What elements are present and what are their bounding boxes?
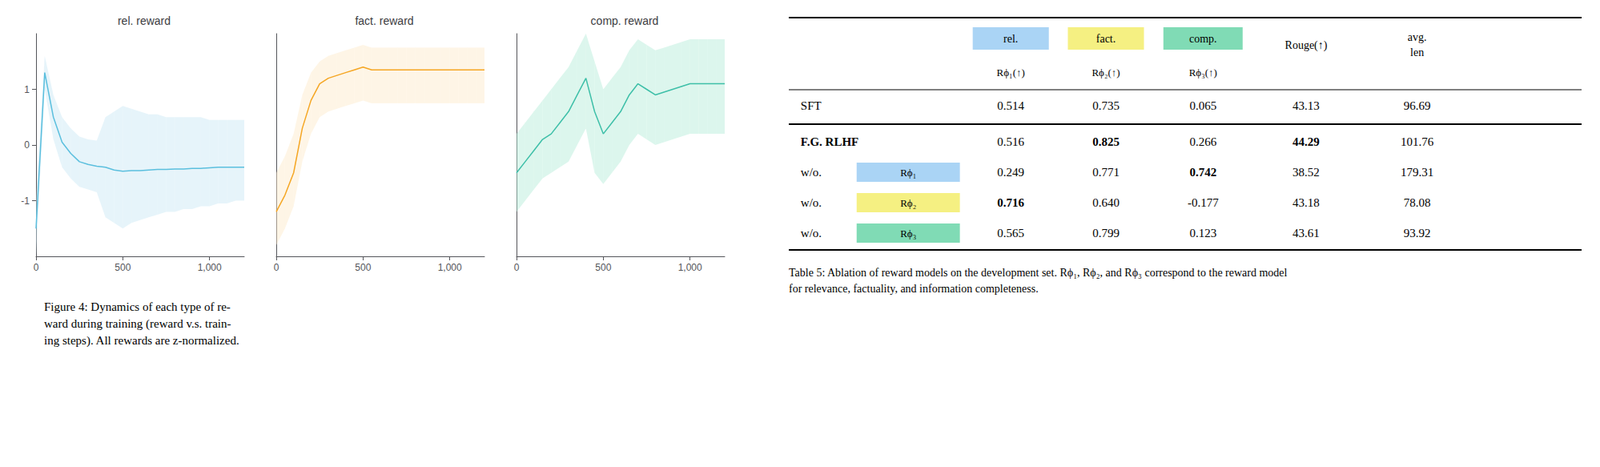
svg-text:fact. reward: fact. reward xyxy=(354,14,414,28)
svg-text:w/o.: w/o. xyxy=(800,226,822,240)
svg-text:0.735: 0.735 xyxy=(1092,99,1120,113)
svg-text:0: 0 xyxy=(24,139,30,151)
svg-text:Table 5: Ablation of reward mo: Table 5: Ablation of reward models on th… xyxy=(788,266,1288,279)
svg-text:ing steps). All rewards are z-: ing steps). All rewards are z-normalized… xyxy=(44,333,240,348)
svg-text:rel. reward: rel. reward xyxy=(117,14,171,28)
svg-text:comp.: comp. xyxy=(1189,32,1218,45)
svg-text:Rϕ₂: Rϕ₂ xyxy=(900,196,917,210)
svg-text:Rϕ₃(↑): Rϕ₃(↑) xyxy=(1189,66,1218,79)
svg-text:500: 500 xyxy=(354,261,371,274)
svg-text:179.31: 179.31 xyxy=(1400,165,1434,179)
svg-text:44.29: 44.29 xyxy=(1292,135,1320,149)
svg-text:1,000: 1,000 xyxy=(438,261,463,274)
svg-text:1,000: 1,000 xyxy=(678,261,703,274)
svg-text:500: 500 xyxy=(594,261,612,274)
svg-text:0.640: 0.640 xyxy=(1092,196,1120,210)
svg-text:for relevance, factuality, and: for relevance, factuality, and informati… xyxy=(788,282,1039,295)
svg-text:Rϕ₁(↑): Rϕ₁(↑) xyxy=(996,66,1026,79)
svg-text:w/o.: w/o. xyxy=(800,196,822,210)
svg-text:38.52: 38.52 xyxy=(1292,165,1320,179)
svg-text:F.G. RLHF: F.G. RLHF xyxy=(800,135,859,149)
svg-text:0.516: 0.516 xyxy=(996,135,1025,149)
svg-text:43.13: 43.13 xyxy=(1292,99,1320,113)
svg-text:43.18: 43.18 xyxy=(1292,196,1320,210)
svg-text:0: 0 xyxy=(33,261,40,274)
svg-text:1: 1 xyxy=(24,84,30,96)
svg-text:comp. reward: comp. reward xyxy=(590,14,660,28)
svg-text:0.742: 0.742 xyxy=(1189,165,1217,179)
svg-text:Figure 4: Dynamics of each typ: Figure 4: Dynamics of each type of re- xyxy=(44,300,231,314)
svg-text:SFT: SFT xyxy=(800,99,822,113)
svg-text:Rϕ₁: Rϕ₁ xyxy=(900,166,917,179)
svg-text:0.249: 0.249 xyxy=(996,165,1025,179)
svg-text:avg.: avg. xyxy=(1407,31,1428,44)
svg-text:101.76: 101.76 xyxy=(1400,135,1435,149)
svg-text:96.69: 96.69 xyxy=(1403,99,1432,113)
svg-text:0.123: 0.123 xyxy=(1189,226,1217,240)
svg-text:93.92: 93.92 xyxy=(1403,226,1432,240)
svg-text:-0.177: -0.177 xyxy=(1187,196,1219,210)
svg-text:0: 0 xyxy=(514,261,520,274)
svg-text:0: 0 xyxy=(273,261,280,274)
svg-text:0.825: 0.825 xyxy=(1092,135,1120,149)
svg-text:0.565: 0.565 xyxy=(996,226,1025,240)
svg-text:0.799: 0.799 xyxy=(1092,226,1120,240)
svg-text:43.61: 43.61 xyxy=(1292,226,1320,240)
svg-text:Rouge(↑): Rouge(↑) xyxy=(1285,39,1328,53)
svg-text:Rϕ₂(↑): Rϕ₂(↑) xyxy=(1091,66,1120,79)
svg-text:0.065: 0.065 xyxy=(1189,99,1217,113)
svg-text:500: 500 xyxy=(114,261,131,274)
svg-text:ward during training (reward v: ward during training (reward v.s. train- xyxy=(44,317,232,331)
svg-text:fact.: fact. xyxy=(1096,32,1116,45)
svg-text:len: len xyxy=(1410,46,1424,59)
svg-text:0.771: 0.771 xyxy=(1092,165,1120,179)
svg-text:rel.: rel. xyxy=(1003,32,1018,45)
svg-text:-1: -1 xyxy=(20,195,30,207)
svg-text:Rϕ₃: Rϕ₃ xyxy=(900,227,917,240)
svg-text:1,000: 1,000 xyxy=(197,261,222,274)
svg-text:0.514: 0.514 xyxy=(996,99,1025,113)
svg-text:w/o.: w/o. xyxy=(800,165,822,179)
svg-text:0.266: 0.266 xyxy=(1189,135,1217,149)
svg-text:0.716: 0.716 xyxy=(996,196,1025,210)
svg-text:78.08: 78.08 xyxy=(1403,196,1432,210)
